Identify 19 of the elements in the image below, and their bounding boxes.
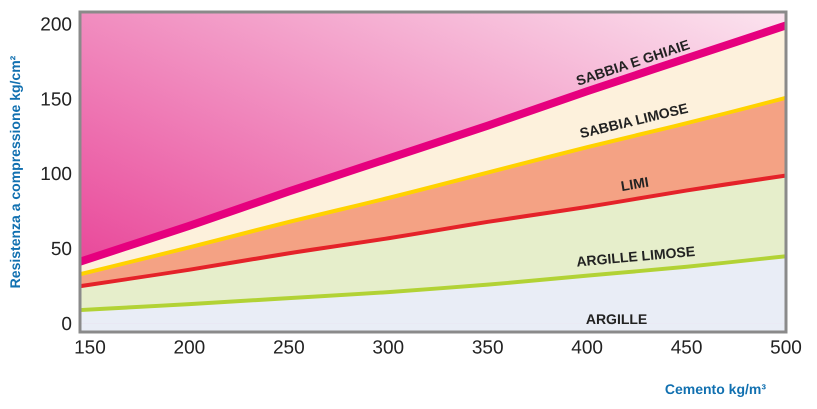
x-axis-title: Cemento kg/m³: [664, 381, 766, 397]
y-tick-label: 0: [61, 314, 72, 335]
annotation: ARGILLE: [586, 311, 648, 327]
y-tick-label: 100: [40, 164, 72, 186]
x-tick-label: 150: [74, 337, 106, 358]
x-tick-label: 450: [670, 337, 702, 358]
y-tick-label: 200: [40, 14, 72, 36]
x-tick-label: 250: [272, 337, 305, 358]
text: ARGILLE LIMOSE: [576, 242, 696, 270]
x-tick-label: 400: [571, 337, 603, 358]
x-tick-label: 350: [472, 337, 504, 358]
y-axis-title: Resistenza a compressione kg/cm²: [7, 55, 23, 288]
y-tick-label: 50: [50, 239, 72, 260]
text: SABBIA LIMOSE: [578, 100, 690, 142]
x-tick-label: 200: [174, 337, 206, 358]
text: LIMI: [620, 174, 650, 194]
x-tick-label: 500: [770, 337, 802, 358]
y-tick-label: 150: [40, 89, 72, 110]
x-tick-label: 300: [372, 337, 404, 358]
